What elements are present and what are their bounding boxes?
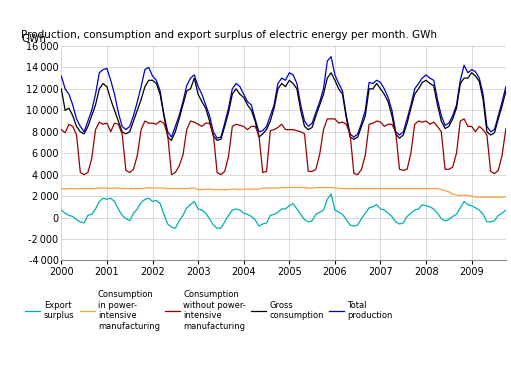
Export
surplus <box>214 226 220 231</box>
Gross
consumption <box>374 81 380 86</box>
Consumption
without power-
intensive
manufacturing <box>503 126 509 131</box>
Total
production <box>503 84 509 89</box>
Line: Total
production: Total production <box>61 57 506 138</box>
Export
surplus <box>415 207 422 211</box>
Gross
consumption <box>108 97 114 102</box>
Gross
consumption <box>415 87 422 91</box>
Legend: Export
surplus, Consumption
in power-
intensive
manufacturing, Consumption
witho: Export surplus, Consumption in power- in… <box>26 290 392 331</box>
Text: GWh: GWh <box>21 34 47 44</box>
Consumption
without power-
intensive
manufacturing <box>408 151 414 155</box>
Gross
consumption <box>328 70 334 75</box>
Gross
consumption <box>503 89 509 93</box>
Gross
consumption <box>408 106 414 110</box>
Consumption
in power-
intensive
manufacturing <box>473 195 479 200</box>
Total
production <box>149 74 155 78</box>
Consumption
in power-
intensive
manufacturing <box>146 185 152 190</box>
Export
surplus <box>503 208 509 212</box>
Export
surplus <box>108 196 114 201</box>
Export
surplus <box>172 226 178 231</box>
Consumption
without power-
intensive
manufacturing <box>214 170 220 175</box>
Consumption
in power-
intensive
manufacturing <box>108 186 114 191</box>
Consumption
without power-
intensive
manufacturing <box>81 172 87 177</box>
Total
production <box>108 78 114 83</box>
Text: Production, consumption and export surplus of electric energy per month. GWh: Production, consumption and export surpl… <box>21 29 437 39</box>
Line: Consumption
without power-
intensive
manufacturing: Consumption without power- intensive man… <box>61 119 506 175</box>
Consumption
without power-
intensive
manufacturing <box>415 119 422 123</box>
Line: Consumption
in power-
intensive
manufacturing: Consumption in power- intensive manufact… <box>61 188 506 197</box>
Consumption
without power-
intensive
manufacturing <box>374 119 380 123</box>
Gross
consumption <box>169 138 175 142</box>
Total
production <box>328 54 334 59</box>
Export
surplus <box>58 208 64 212</box>
Consumption
in power-
intensive
manufacturing <box>404 186 410 191</box>
Total
production <box>415 81 422 86</box>
Total
production <box>408 103 414 107</box>
Line: Export
surplus: Export surplus <box>61 194 506 228</box>
Consumption
without power-
intensive
manufacturing <box>58 127 64 132</box>
Gross
consumption <box>58 87 64 91</box>
Consumption
without power-
intensive
manufacturing <box>153 122 159 126</box>
Total
production <box>210 129 216 134</box>
Total
production <box>214 136 220 141</box>
Consumption
without power-
intensive
manufacturing <box>111 121 118 126</box>
Total
production <box>58 74 64 78</box>
Consumption
in power-
intensive
manufacturing <box>153 186 159 190</box>
Consumption
in power-
intensive
manufacturing <box>412 186 418 191</box>
Export
surplus <box>374 202 380 207</box>
Export
surplus <box>149 199 155 204</box>
Gross
consumption <box>214 138 220 142</box>
Export
surplus <box>328 192 334 196</box>
Total
production <box>374 78 380 83</box>
Consumption
in power-
intensive
manufacturing <box>370 186 376 191</box>
Export
surplus <box>408 211 414 216</box>
Consumption
in power-
intensive
manufacturing <box>58 186 64 191</box>
Consumption
without power-
intensive
manufacturing <box>324 116 331 121</box>
Gross
consumption <box>149 78 155 83</box>
Consumption
in power-
intensive
manufacturing <box>214 187 220 192</box>
Consumption
in power-
intensive
manufacturing <box>503 194 509 199</box>
Line: Gross
consumption: Gross consumption <box>61 73 506 140</box>
